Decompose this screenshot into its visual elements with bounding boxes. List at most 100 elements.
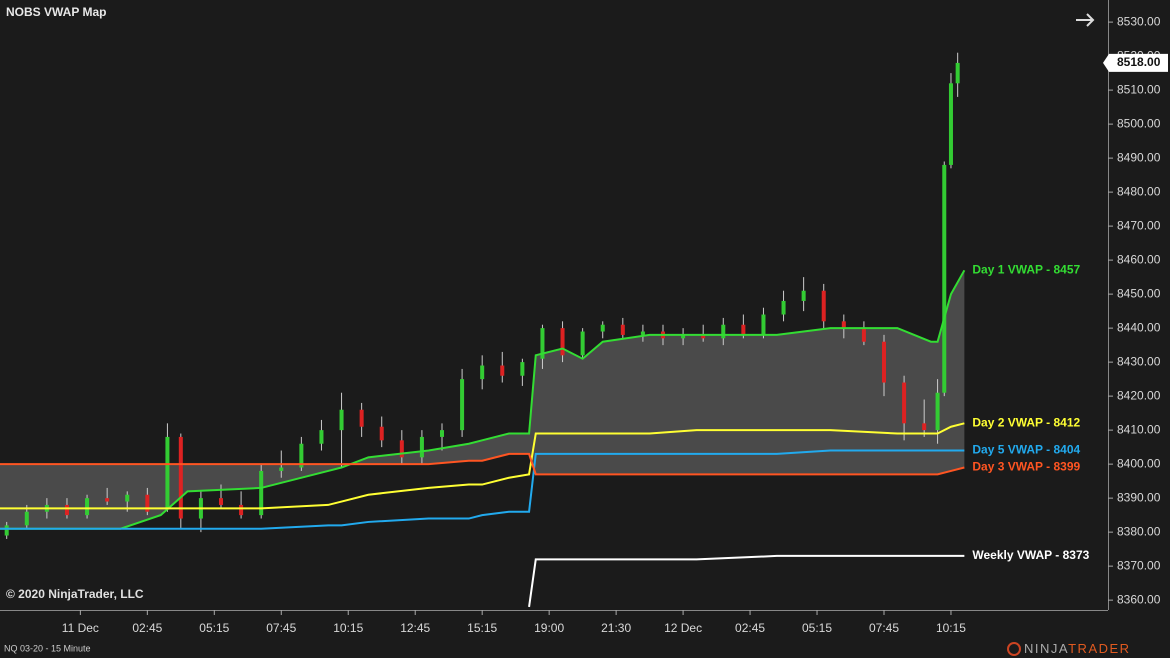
candle-body <box>218 498 224 505</box>
x-tick-label: 05:15 <box>199 621 229 635</box>
candle-body <box>439 430 445 437</box>
plot-area <box>0 52 966 608</box>
candle-body <box>841 321 846 329</box>
candle-body <box>500 365 505 376</box>
candle-body <box>4 525 9 536</box>
brand-icon <box>1007 642 1021 656</box>
candle-body <box>379 426 384 441</box>
candle-body <box>399 440 404 458</box>
candle-body <box>600 324 605 332</box>
y-tick-label: 8390.00 <box>1117 490 1161 504</box>
candle-body <box>105 498 110 502</box>
y-tick-label: 8470.00 <box>1117 218 1161 232</box>
x-tick-label: 12:45 <box>400 621 430 635</box>
candle-body <box>922 423 927 431</box>
brand-logo: NINJATRADER <box>1007 641 1131 656</box>
candle-body <box>520 362 525 376</box>
x-tick-label: 12 Dec <box>664 621 702 635</box>
y-tick-label: 8360.00 <box>1117 592 1161 606</box>
candle-body <box>165 436 170 509</box>
candle-body <box>560 328 565 356</box>
candle-body <box>319 430 324 444</box>
vwap-label: Day 5 VWAP - 8404 <box>972 443 1080 457</box>
x-tick-label: 21:30 <box>601 621 631 635</box>
brand-right: TRADER <box>1068 641 1130 656</box>
instrument-label: NQ 03-20 - 15 Minute <box>4 643 91 653</box>
candle-body <box>299 443 304 468</box>
last-price-label: 8518.00 <box>1117 55 1161 69</box>
brand-text: NINJATRADER <box>1024 641 1131 656</box>
candle-body <box>955 62 960 84</box>
x-tick-label: 02:45 <box>132 621 162 635</box>
x-tick-label: 15:15 <box>467 621 497 635</box>
copyright: © 2020 NinjaTrader, LLC <box>6 587 144 601</box>
candle-body <box>640 331 645 335</box>
candle-body <box>821 290 826 322</box>
candle-body <box>620 324 625 335</box>
y-tick-label: 8500.00 <box>1117 116 1161 130</box>
candle-body <box>339 409 344 431</box>
x-tick-label: 10:15 <box>333 621 363 635</box>
candle-body <box>540 328 545 359</box>
y-tick-label: 8440.00 <box>1117 320 1161 334</box>
y-tick-label: 8370.00 <box>1117 558 1161 572</box>
vwap-line <box>528 554 965 608</box>
y-tick-label: 8420.00 <box>1117 388 1161 402</box>
candle-body <box>460 379 465 431</box>
vwap-label: Day 1 VWAP - 8457 <box>972 262 1080 276</box>
candle-body <box>64 504 69 516</box>
candle-body <box>681 334 686 339</box>
candle-body <box>701 334 706 339</box>
vwap-label: Day 2 VWAP - 8412 <box>972 415 1080 429</box>
y-tick-label: 8510.00 <box>1117 82 1161 96</box>
last-price-box <box>1103 53 1168 72</box>
candle-body <box>480 365 485 380</box>
candle-body <box>145 494 150 512</box>
x-tick-label: 11 Dec <box>62 621 99 635</box>
candle-body <box>741 324 746 335</box>
candle-body <box>942 164 947 393</box>
y-tick-label: 8380.00 <box>1117 524 1161 538</box>
candle-body <box>580 331 585 356</box>
candle-body <box>419 436 424 458</box>
nav-arrow[interactable] <box>1076 13 1095 27</box>
candle-body <box>948 83 953 165</box>
x-tick-label: 05:15 <box>802 621 832 635</box>
candle-body <box>781 300 786 315</box>
candle-body <box>861 328 866 342</box>
candle-body <box>801 290 806 301</box>
candle-body <box>761 314 766 335</box>
x-tick-label: 02:45 <box>735 621 765 635</box>
candle-body <box>24 511 29 526</box>
x-tick-label: 07:45 <box>266 621 296 635</box>
candle-body <box>259 470 264 516</box>
candle-body <box>125 494 130 502</box>
candle-body <box>935 392 940 431</box>
y-tick-label: 8530.00 <box>1117 14 1161 28</box>
y-tick-label: 8400.00 <box>1117 456 1161 470</box>
candle-body <box>359 409 364 427</box>
vwap-line <box>0 269 966 530</box>
x-tick-label: 19:00 <box>534 621 564 635</box>
y-tick-label: 8410.00 <box>1117 422 1161 436</box>
vwap-label: Day 3 VWAP - 8399 <box>972 460 1080 474</box>
candle-body <box>902 382 907 424</box>
candle-body <box>881 341 887 383</box>
y-tick-label: 8460.00 <box>1117 252 1161 266</box>
candle-body <box>85 498 90 516</box>
x-tick-label: 10:15 <box>936 621 966 635</box>
brand-left: NINJA <box>1024 641 1068 656</box>
vwap-line <box>0 452 965 476</box>
candle-body <box>279 467 284 471</box>
candle-body <box>721 324 726 339</box>
candle-body <box>178 436 183 519</box>
vwap-line <box>0 422 965 510</box>
y-tick-label: 8480.00 <box>1117 184 1161 198</box>
vwap-label: Weekly VWAP - 8373 <box>972 548 1089 562</box>
y-tick-label: 8490.00 <box>1117 150 1161 164</box>
y-tick-label: 8450.00 <box>1117 286 1161 300</box>
vwap-line <box>0 449 965 530</box>
